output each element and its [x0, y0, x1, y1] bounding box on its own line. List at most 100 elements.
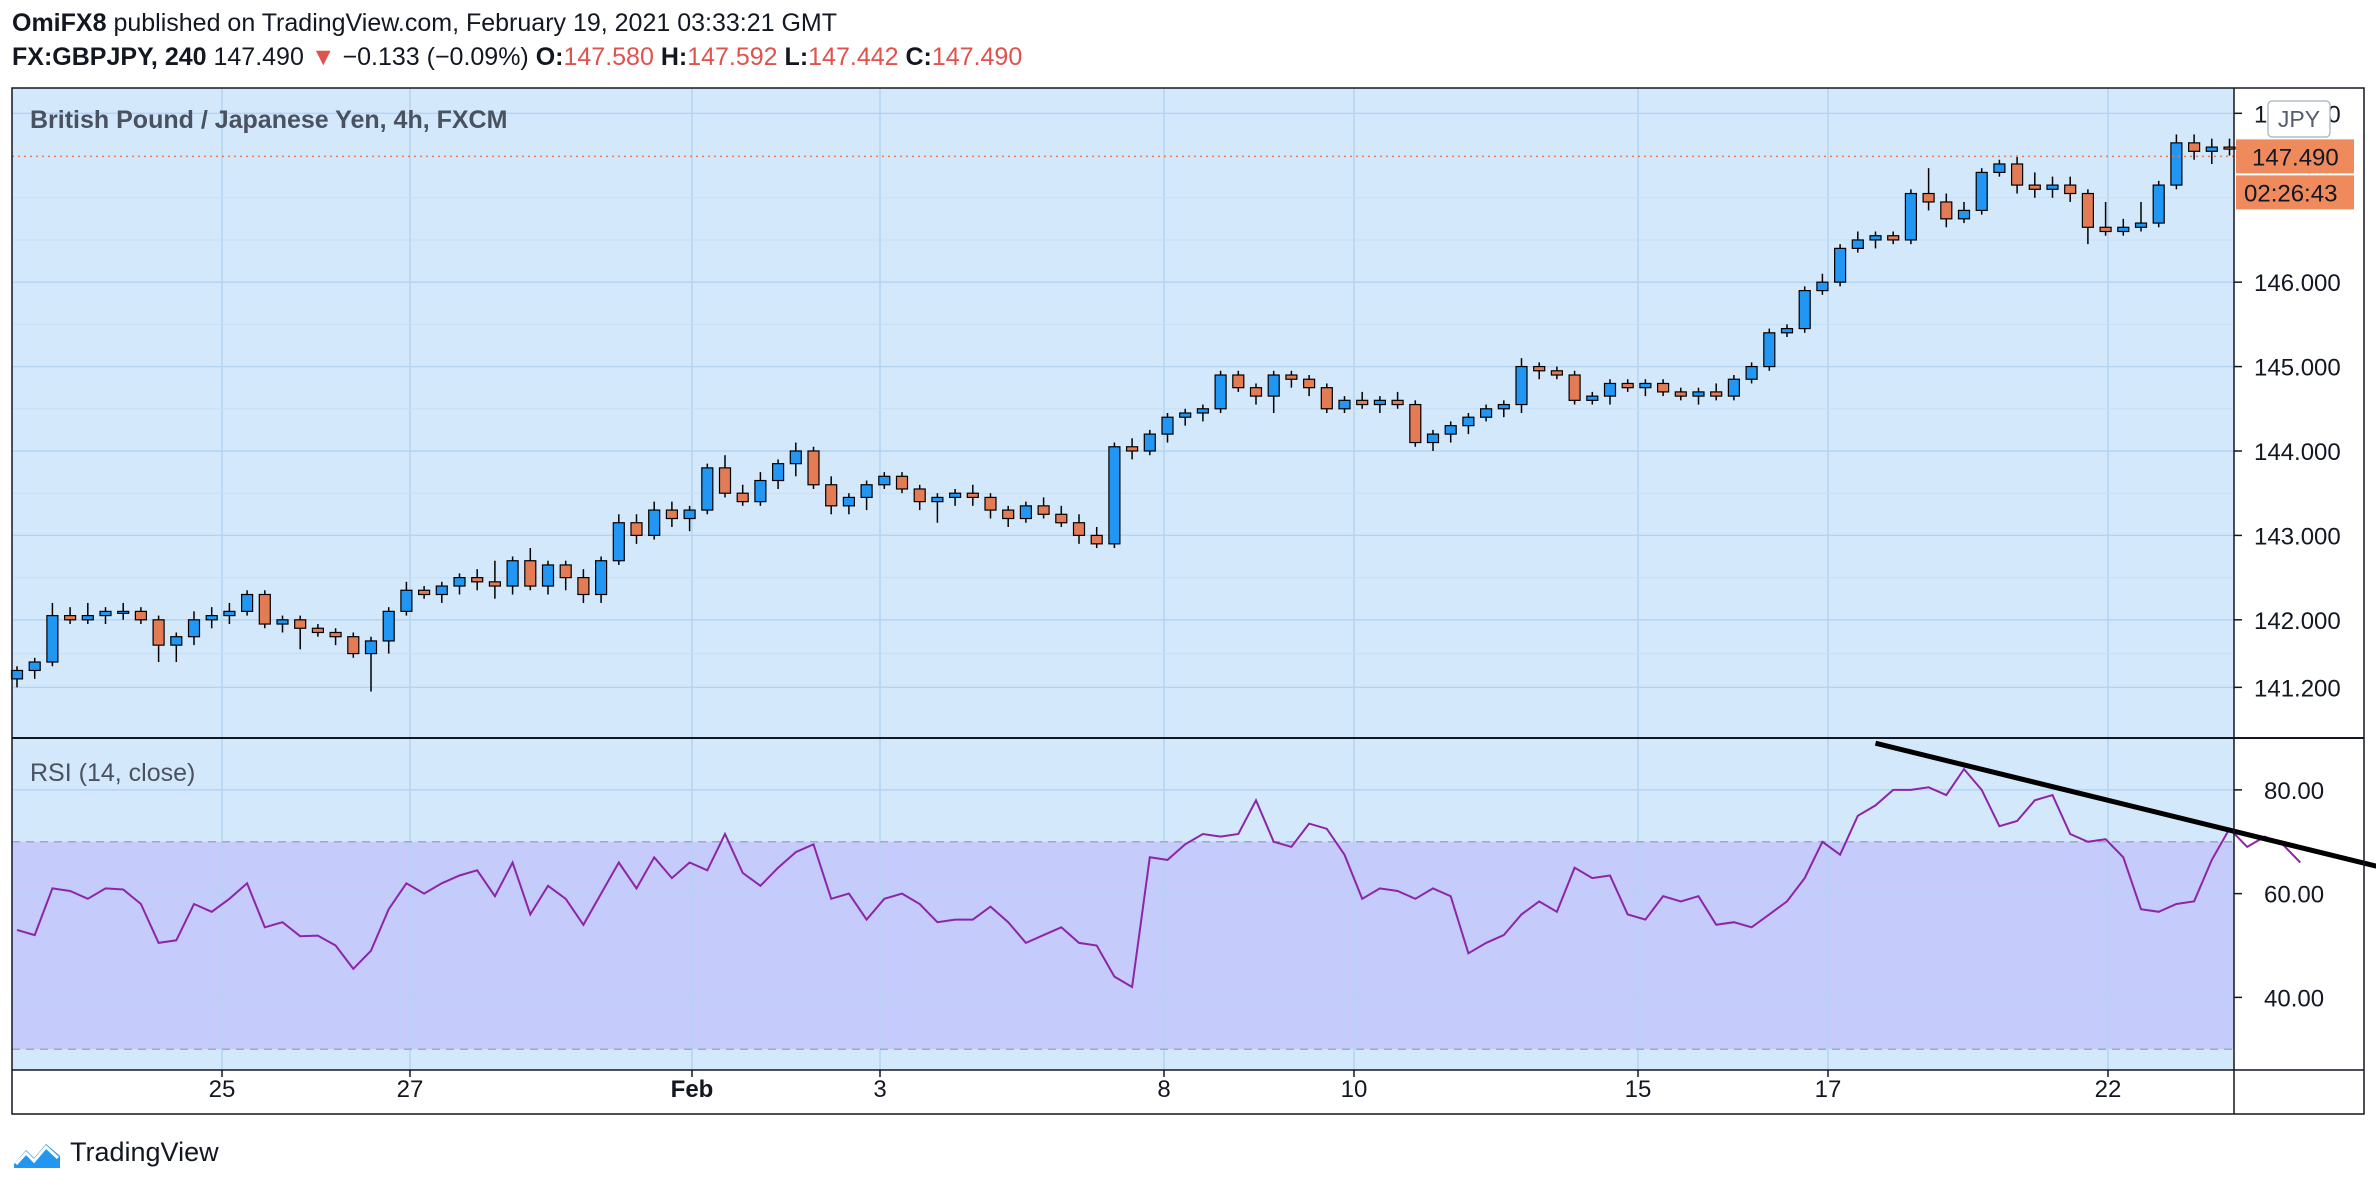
candle-up — [453, 577, 466, 587]
candle-down — [63, 614, 77, 621]
candle-up — [2134, 222, 2148, 228]
candle-down — [913, 488, 926, 503]
candle-up — [594, 560, 608, 596]
candle-up — [2152, 184, 2165, 224]
candle-up — [1603, 382, 1617, 397]
candle-up — [2117, 226, 2130, 233]
candle-up — [1108, 446, 1121, 545]
candle-down — [1391, 399, 1404, 406]
time-axis-label: 3 — [873, 1076, 886, 1103]
candle-up — [1763, 332, 1776, 368]
candle-down — [665, 509, 679, 520]
candle-up — [46, 614, 59, 663]
candle-up — [860, 484, 873, 499]
candle-up — [1426, 433, 1440, 444]
price-change: −0.133 (−0.09%) — [342, 43, 529, 71]
candle-up — [1373, 399, 1387, 406]
time-axis-label: Feb — [671, 1076, 714, 1103]
candle-down — [718, 467, 732, 494]
countdown-label: 02:26:43 — [2244, 180, 2337, 207]
price-axis-label: 141.200 — [2254, 675, 2341, 702]
published-text: published on TradingView.com, February 1… — [113, 9, 838, 37]
candle-up — [276, 619, 289, 625]
last-price-badge-label: 147.490 — [2252, 144, 2339, 171]
candle-up — [1143, 433, 1156, 452]
candle-up — [1745, 365, 1758, 380]
candle-up — [241, 593, 254, 612]
candle-down — [2223, 146, 2236, 150]
rsi-trendline — [1874, 740, 2376, 869]
symbol-label: FX:GBPJPY, 240 — [12, 43, 207, 71]
candle-up — [1019, 505, 1033, 520]
low-label: L: — [784, 43, 809, 71]
candle-down — [1621, 382, 1634, 389]
tradingview-logo-text: TradingView — [70, 1136, 219, 1167]
candle-down — [736, 492, 749, 503]
rsi-band — [12, 841, 2234, 1050]
candle-down — [1922, 192, 1935, 203]
currency-label: JPY — [2278, 106, 2320, 132]
time-axis-label: 25 — [209, 1076, 236, 1103]
candle-up — [931, 496, 944, 503]
candle-down — [630, 522, 643, 537]
down-arrow-icon: ▼ — [310, 43, 336, 71]
candle-up — [435, 585, 448, 596]
candle-up — [506, 560, 519, 587]
chart-border — [11, 87, 2365, 1115]
currency-label-box — [2267, 100, 2331, 138]
candle-up — [1639, 382, 1652, 389]
candle-down — [1090, 534, 1103, 545]
candle-down — [1568, 374, 1581, 401]
candle-down — [984, 496, 997, 511]
candle-down — [1232, 374, 1245, 389]
time-axis-label: 27 — [397, 1076, 424, 1103]
candle-up — [1214, 374, 1227, 410]
time-axis-label: 8 — [1157, 1076, 1170, 1103]
candle-up — [382, 610, 395, 642]
candle-down — [2064, 184, 2077, 195]
candle-down — [559, 564, 572, 579]
candle-up — [1780, 327, 1794, 334]
tradingview-logo[interactable]: TradingView — [12, 1128, 219, 1176]
candle-down — [134, 610, 147, 621]
candle-down — [1533, 365, 1546, 372]
rsi-line — [16, 767, 2302, 989]
candle-down — [895, 475, 909, 490]
candle-up — [789, 450, 802, 465]
candle-down — [2188, 142, 2201, 152]
candle-up — [1727, 378, 1741, 397]
candle-down — [418, 589, 431, 596]
rsi-axis-label: 80.00 — [2264, 778, 2324, 805]
countdown-badge — [2236, 175, 2354, 210]
candle-down — [1550, 370, 1564, 376]
candle-down — [1940, 201, 1953, 220]
candle-down — [1055, 513, 1068, 524]
rsi-axis-label: 60.00 — [2264, 882, 2324, 909]
candle-up — [99, 610, 112, 617]
candle-down — [807, 450, 820, 486]
candle-up — [2046, 184, 2059, 190]
author-name[interactable]: OmiFX8 — [12, 9, 107, 37]
time-axis-background — [12, 1070, 2234, 1114]
low-value: 147.442 — [808, 43, 899, 71]
candle-up — [205, 614, 218, 621]
candle-up — [1851, 239, 1864, 249]
last-price-badge — [2236, 139, 2354, 174]
candle-down — [1887, 235, 1900, 241]
candle-up — [1196, 408, 1210, 414]
candle-up — [1904, 192, 1918, 241]
candle-down — [488, 581, 501, 587]
candle-up — [81, 614, 94, 621]
candle-down — [1356, 399, 1369, 406]
candle-down — [966, 492, 979, 499]
candle-down — [294, 619, 307, 629]
candle-down — [1674, 391, 1687, 397]
candle-up — [1975, 171, 1988, 212]
candle-down — [2010, 163, 2024, 186]
candle-down — [311, 627, 324, 634]
candle-up — [1338, 399, 1351, 410]
candle-up — [1161, 416, 1174, 435]
candle-up — [1816, 281, 1829, 292]
candle-down — [329, 631, 342, 638]
